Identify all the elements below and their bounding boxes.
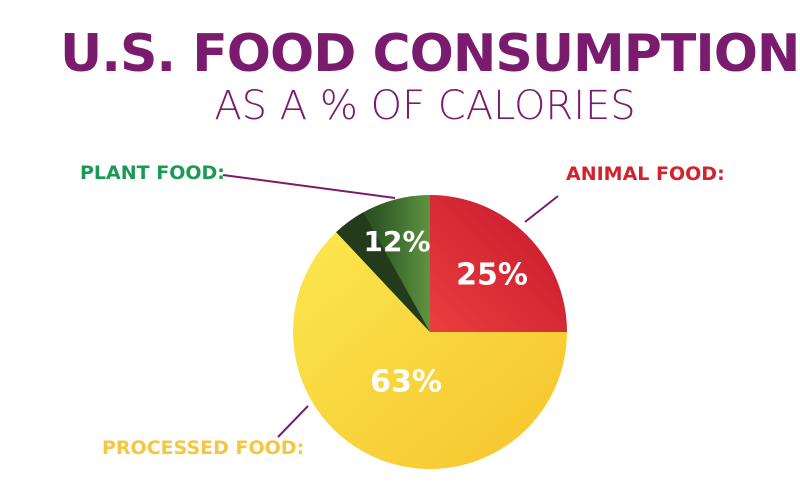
- leader-line-processed: [277, 405, 309, 438]
- pie-slice-plant-shade: [336, 212, 430, 332]
- chart-title: U.S. FOOD CONSUMPTION: [60, 24, 800, 84]
- pie-slice-processed: [293, 232, 567, 469]
- value-label-animal: 25%: [456, 258, 528, 293]
- pie-slice-animal: [430, 195, 567, 332]
- leader-line-animal: [524, 195, 559, 223]
- label-processed-food: PROCESSED FOOD:: [102, 437, 305, 459]
- value-label-processed: 63%: [370, 365, 442, 400]
- label-animal-food: ANIMAL FOOD:: [566, 163, 725, 185]
- label-plant-food: PLANT FOOD:: [80, 162, 225, 184]
- value-label-plant: 12%: [363, 225, 430, 258]
- chart-subtitle: AS A % OF CALORIES: [214, 83, 636, 129]
- leader-line-plant: [222, 174, 396, 199]
